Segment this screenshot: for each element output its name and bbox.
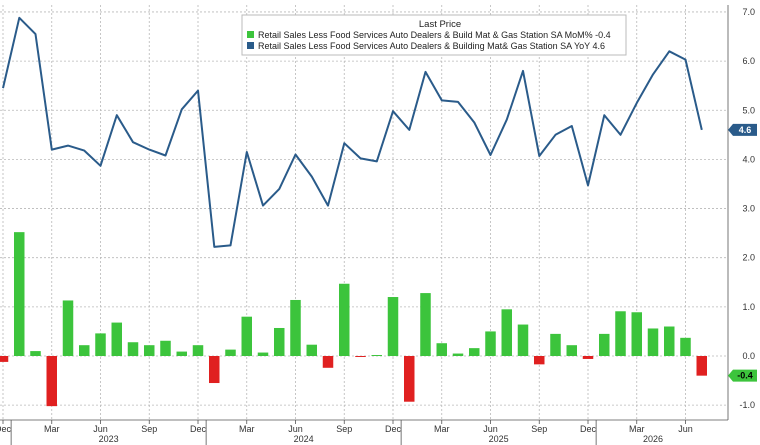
- axes: -1.0 0.0 1.0 2.0 3.0 4.0 5.0 6.0 7.0 Dec Mar Jun Sep…: [0, 5, 757, 445]
- mom-bar: [534, 356, 545, 365]
- legend-entry-mom: Retail Sales Less Food Services Auto Dea…: [258, 30, 611, 40]
- mom-bar: [144, 345, 155, 356]
- y-tick-label: 0.0: [742, 351, 755, 361]
- mom-bar: [501, 309, 512, 356]
- y-tick-label: 1.0: [742, 302, 755, 312]
- mom-bar: [355, 356, 366, 357]
- x-tick-label: Jun: [483, 424, 498, 434]
- mom-bar: [371, 355, 382, 356]
- mom-bar: [79, 345, 90, 356]
- mom-last-value-badge: -0.4: [737, 371, 753, 381]
- mom-bar: [664, 326, 675, 356]
- yoy-last-value-badge-bg: [728, 123, 757, 136]
- mom-bar: [436, 343, 447, 356]
- mom-bar: [647, 328, 659, 356]
- mom-bar: [517, 324, 529, 356]
- legend-swatch-yoy: [247, 42, 254, 49]
- yoy-line-layer: [2, 16, 703, 248]
- x-tick-label: Jun: [678, 424, 693, 434]
- year-label: 2024: [294, 434, 314, 444]
- legend-title: Last Price: [419, 19, 461, 30]
- mom-bar: [274, 327, 285, 356]
- mom-bar: [14, 232, 25, 356]
- mom-bar: [225, 349, 236, 356]
- legend: Last Price Retail Sales Less Food Servic…: [241, 14, 627, 56]
- yoy-line: [2, 16, 703, 248]
- legend-entry-yoy: Retail Sales Less Food Services Auto Dea…: [258, 41, 605, 51]
- mom-bar: [209, 356, 220, 384]
- mom-bar: [339, 283, 350, 356]
- mom-bars: [0, 232, 707, 407]
- x-tick-label: Mar: [434, 424, 450, 434]
- y-tick-label: 6.0: [742, 56, 755, 66]
- x-tick-label: Sep: [141, 424, 157, 434]
- mom-bar: [306, 344, 317, 356]
- mom-bar: [452, 353, 464, 356]
- x-tick-label: Dec: [580, 424, 597, 434]
- x-tick-label: Dec: [0, 424, 11, 434]
- mom-bar: [111, 322, 122, 356]
- mom-bar: [469, 348, 480, 356]
- year-label: 2023: [99, 434, 119, 444]
- mom-bar: [290, 299, 301, 356]
- x-tick-label: Sep: [336, 424, 352, 434]
- x-tick-label: Mar: [629, 424, 645, 434]
- y-tick-label: 4.0: [742, 154, 755, 164]
- mom-bar: [485, 331, 496, 356]
- mom-bar: [696, 356, 707, 376]
- x-tick-label: Jun: [288, 424, 303, 434]
- mom-bar: [550, 333, 561, 356]
- mom-bar: [127, 342, 139, 356]
- y-tick-label: 7.0: [742, 7, 755, 17]
- x-tick-label: Dec: [190, 424, 207, 434]
- x-tick-label: Sep: [531, 424, 547, 434]
- mom-bar: [680, 337, 691, 356]
- mom-bar: [176, 351, 187, 356]
- mom-last-value-badge-bg: [728, 369, 757, 382]
- mom-bar: [46, 356, 57, 407]
- mom-bar: [599, 333, 610, 356]
- mom-bar: [322, 356, 334, 368]
- y-tick-label: 2.0: [742, 253, 755, 263]
- mom-bar: [582, 356, 594, 359]
- mom-bar: [566, 345, 577, 356]
- mom-bar: [615, 311, 626, 356]
- yoy-last-value-badge: 4.6: [739, 125, 752, 135]
- mom-bar: [62, 300, 74, 356]
- year-label: 2025: [489, 434, 509, 444]
- mom-bar: [192, 345, 204, 356]
- x-tick-label: Mar: [44, 424, 60, 434]
- mom-bar: [30, 351, 41, 356]
- grid-lines: [0, 5, 728, 420]
- legend-swatch-mom: [247, 31, 254, 38]
- x-tick-label: Jun: [93, 424, 108, 434]
- y-tick-label: -1.0: [739, 400, 755, 410]
- mom-bar: [387, 297, 399, 356]
- mom-bar: [631, 312, 642, 356]
- mom-bar: [241, 316, 252, 356]
- y-tick-label: 3.0: [742, 204, 755, 214]
- y-tick-label: 5.0: [742, 105, 755, 115]
- mom-bar: [160, 340, 171, 356]
- year-label: 2026: [643, 434, 663, 444]
- x-tick-label: Mar: [239, 424, 255, 434]
- mom-bar: [95, 333, 106, 356]
- mom-bar: [404, 356, 415, 402]
- mom-bar: [257, 352, 269, 356]
- mom-bar: [420, 293, 431, 356]
- mom-bar: [0, 356, 9, 362]
- legend-box: [241, 14, 627, 56]
- x-tick-label: Dec: [385, 424, 402, 434]
